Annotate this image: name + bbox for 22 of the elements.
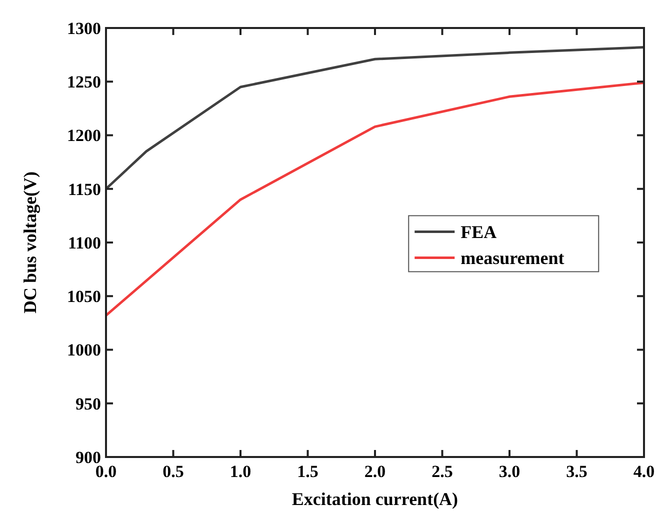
line-series: [104, 81, 646, 317]
y-tick-label: 1050: [67, 287, 101, 306]
legend-label: measurement: [460, 248, 564, 268]
x-tick-label: 1.0: [230, 462, 252, 481]
legend-label: FEA: [460, 222, 497, 242]
x-tick-label: 1.5: [297, 462, 318, 481]
line-series: [104, 46, 646, 190]
x-tick-label: 4.0: [633, 462, 655, 481]
y-tick-label: 1300: [67, 18, 101, 38]
y-tick-label: 1100: [68, 233, 101, 252]
y-tick-label: 1150: [68, 180, 101, 199]
x-tick-label: 0.5: [162, 462, 184, 481]
y-tick-label: 1200: [67, 126, 101, 146]
x-tick-label: 2.5: [432, 462, 453, 481]
x-tick-label: 3.5: [566, 462, 588, 481]
y-tick-label: 1250: [67, 72, 101, 92]
x-axis-title: Excitation current(A): [292, 489, 458, 509]
y-tick-label: 950: [76, 394, 101, 414]
y-tick-label: 1000: [67, 340, 101, 360]
y-axis-title: DC bus voltage(V): [20, 172, 40, 314]
x-tick-label: 3.0: [498, 462, 520, 481]
x-tick-label: 2.0: [364, 462, 386, 481]
